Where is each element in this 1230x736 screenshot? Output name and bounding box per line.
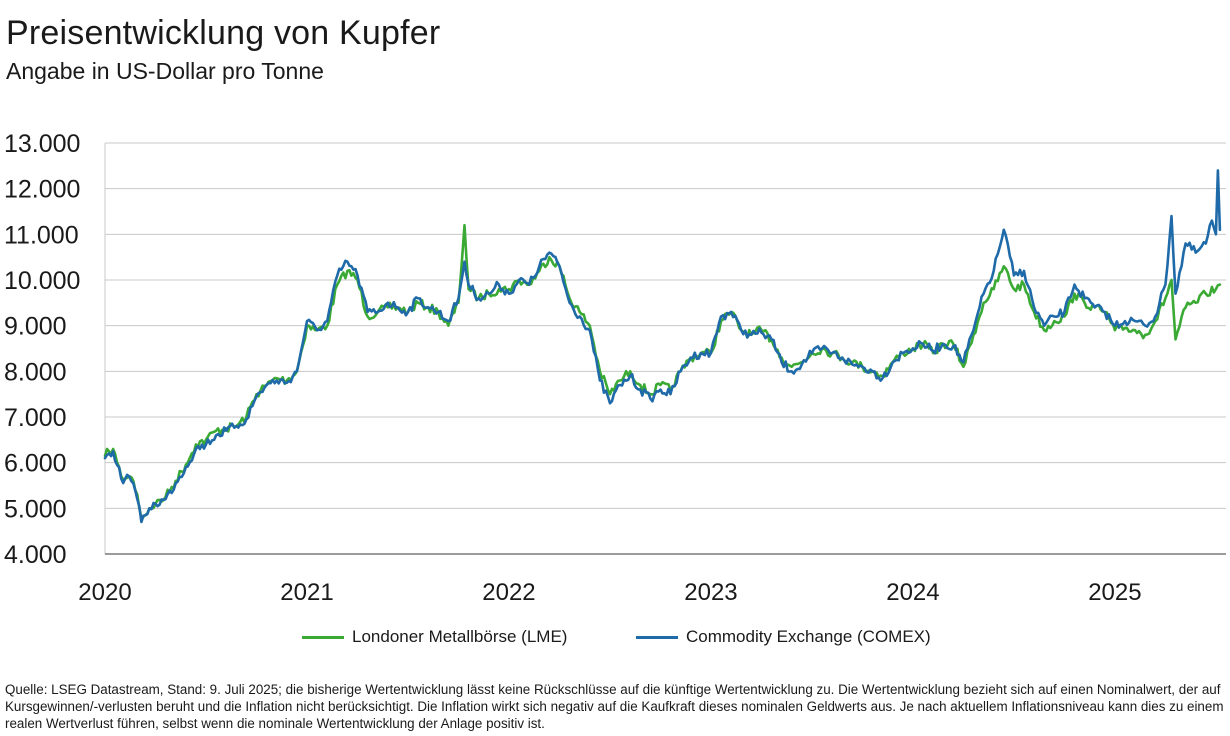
y-tick-label: 7.000: [4, 404, 67, 432]
y-tick-label: 8.000: [4, 358, 67, 386]
legend-swatch-lme: [302, 635, 344, 639]
x-tick-label: 2020: [78, 579, 131, 606]
y-tick-label: 5.000: [4, 495, 67, 523]
series-line-comex: [103, 169, 1222, 524]
price-chart: 4.000 5.000 6.000 7.000 8.000 9.000 10.000 11.0…: [4, 130, 1226, 606]
y-tick-label: 4.000: [4, 541, 67, 569]
x-tick-label: 2024: [886, 579, 939, 606]
legend-label-comex: Commodity Exchange (COMEX): [686, 627, 931, 646]
y-tick-label: 6.000: [4, 450, 67, 478]
chart-legend: Londoner Metallbörse (LME) Commodity Exc…: [0, 627, 1230, 655]
x-tick-label: 2021: [280, 579, 333, 606]
chart-title: Preisentwicklung von Kupfer: [6, 14, 441, 52]
chart-subtitle: Angabe in US-Dollar pro Tonne: [6, 58, 324, 84]
legend-swatch-comex: [636, 635, 678, 639]
y-tick-label: 10.000: [4, 267, 80, 295]
legend-item-comex: Commodity Exchange (COMEX): [636, 627, 931, 647]
legend-label-lme: Londoner Metallbörse (LME): [352, 627, 568, 646]
legend-item-lme: Londoner Metallbörse (LME): [302, 627, 567, 647]
source-note: Quelle: LSEG Datastream, Stand: 9. Juli …: [5, 682, 1224, 731]
y-tick-label: 13.000: [4, 130, 80, 158]
x-tick-label: 2025: [1088, 579, 1141, 606]
x-tick-label: 2022: [482, 579, 535, 606]
x-tick-label: 2023: [684, 579, 737, 606]
y-tick-label: 11.000: [4, 221, 79, 249]
y-tick-label: 12.000: [4, 176, 80, 204]
y-tick-label: 9.000: [4, 313, 67, 341]
